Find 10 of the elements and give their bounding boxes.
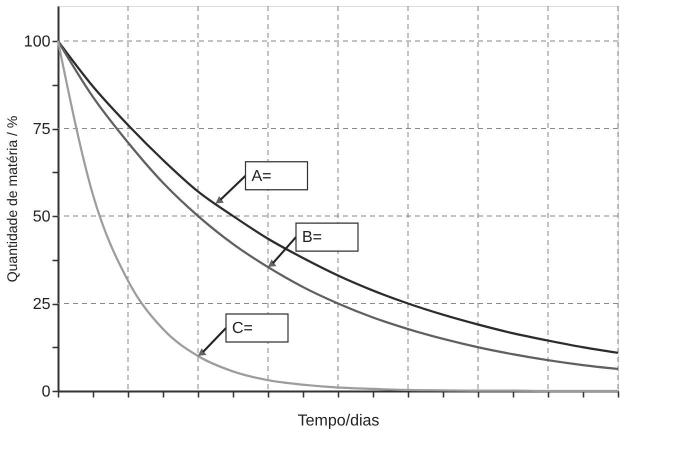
- annotation: C=: [232, 320, 253, 337]
- x-axis-title: Tempo/dias: [298, 412, 380, 430]
- y-tick-label: 75: [32, 121, 51, 138]
- annotation: B=: [302, 229, 322, 246]
- y-tick-label: 0: [42, 384, 51, 400]
- y-axis-title: Quantidade de matéria / %: [4, 116, 20, 282]
- y-tick-label: 25: [32, 296, 51, 313]
- annotation: A=: [252, 168, 272, 185]
- y-tick-label: 100: [24, 34, 51, 50]
- y-tick-label: 50: [32, 208, 51, 226]
